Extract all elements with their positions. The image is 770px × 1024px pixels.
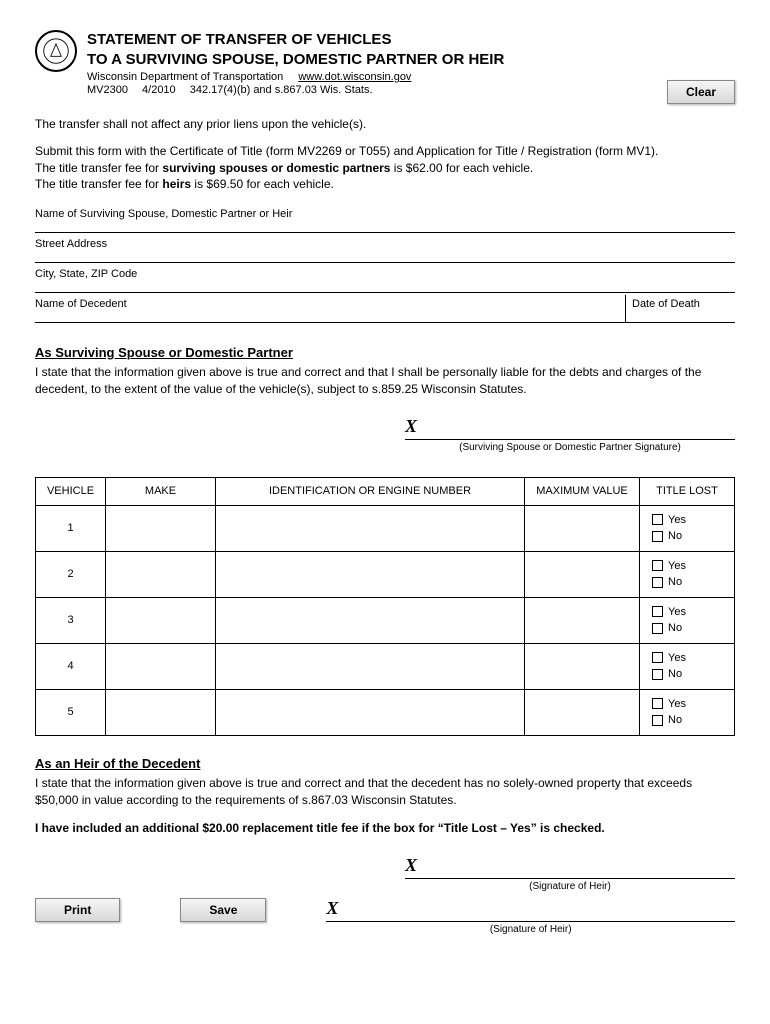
heir-signature-1[interactable]: X (Signature of Heir) [405,855,735,892]
th-vehicle: VEHICLE [36,477,106,505]
header: STATEMENT OF TRANSFER OF VEHICLES TO A S… [35,30,504,96]
field-date-of-death[interactable]: Date of Death [625,295,735,323]
print-button[interactable]: Print [35,898,120,922]
intro-text: The transfer shall not affect any prior … [35,116,735,193]
cell-max[interactable] [525,505,640,551]
vehicle-table: VEHICLE MAKE IDENTIFICATION OR ENGINE NU… [35,477,735,736]
cell-title-lost: YesNo [640,597,735,643]
form-title-1: STATEMENT OF TRANSFER OF VEHICLES [87,30,504,50]
field-street[interactable]: Street Address [35,235,735,263]
intro-p1: The transfer shall not affect any prior … [35,116,735,133]
table-row: 4 YesNo [36,643,735,689]
heir-signature-2[interactable]: X (Signature of Heir) [326,898,735,935]
form-title-2: TO A SURVIVING SPOUSE, DOMESTIC PARTNER … [87,50,504,70]
checkbox-yes[interactable] [652,560,663,571]
state-seal-icon [35,30,77,72]
table-row: 3 YesNo [36,597,735,643]
cell-vehicle-num: 1 [36,505,106,551]
field-decedent[interactable]: Name of Decedent [35,295,625,323]
field-name[interactable]: Name of Surviving Spouse, Domestic Partn… [35,205,735,233]
save-button[interactable]: Save [180,898,266,922]
checkbox-yes[interactable] [652,514,663,525]
bottom-buttons: Print Save X (Signature of Heir) [35,898,735,935]
checkbox-no[interactable] [652,531,663,542]
table-row: 5 YesNo [36,689,735,735]
th-lost: TITLE LOST [640,477,735,505]
checkbox-no[interactable] [652,623,663,634]
clear-button[interactable]: Clear [667,80,735,104]
header-container: STATEMENT OF TRANSFER OF VEHICLES TO A S… [35,30,735,104]
cell-title-lost: YesNo [640,505,735,551]
cell-title-lost: YesNo [640,689,735,735]
field-row-decedent: Name of Decedent Date of Death [35,295,735,325]
spouse-section-title: As Surviving Spouse or Domestic Partner [35,345,735,360]
cell-make[interactable] [106,551,216,597]
table-row: 1 YesNo [36,505,735,551]
cell-vehicle-num: 5 [36,689,106,735]
intro-p2: Submit this form with the Certificate of… [35,143,735,193]
cell-make[interactable] [106,689,216,735]
heir-signature-row-1: X (Signature of Heir) [35,855,735,892]
checkbox-no[interactable] [652,577,663,588]
cell-make[interactable] [106,505,216,551]
field-city[interactable]: City, State, ZIP Code [35,265,735,293]
checkbox-yes[interactable] [652,606,663,617]
spouse-statement: I state that the information given above… [35,364,735,398]
cell-title-lost: YesNo [640,643,735,689]
form-meta: MV2300 4/2010 342.17(4)(b) and s.867.03 … [87,84,504,96]
checkbox-no[interactable] [652,715,663,726]
cell-max[interactable] [525,643,640,689]
table-row: 2 YesNo [36,551,735,597]
cell-title-lost: YesNo [640,551,735,597]
checkbox-yes[interactable] [652,652,663,663]
cell-make[interactable] [106,643,216,689]
checkbox-no[interactable] [652,669,663,680]
dept-name: Wisconsin Department of Transportation [87,71,283,83]
cell-vehicle-num: 4 [36,643,106,689]
th-id: IDENTIFICATION OR ENGINE NUMBER [216,477,525,505]
fields-block: Name of Surviving Spouse, Domestic Partn… [35,205,735,325]
heir-bold-note: I have included an additional $20.00 rep… [35,820,735,837]
cell-vehicle-num: 3 [36,597,106,643]
cell-id[interactable] [216,643,525,689]
cell-id[interactable] [216,551,525,597]
spouse-signature[interactable]: X (Surviving Spouse or Domestic Partner … [405,416,735,453]
cell-make[interactable] [106,597,216,643]
cell-max[interactable] [525,597,640,643]
cell-vehicle-num: 2 [36,551,106,597]
dept-line: Wisconsin Department of Transportation w… [87,71,504,83]
table-header-row: VEHICLE MAKE IDENTIFICATION OR ENGINE NU… [36,477,735,505]
cell-id[interactable] [216,689,525,735]
dept-url[interactable]: www.dot.wisconsin.gov [298,71,411,83]
cell-id[interactable] [216,505,525,551]
header-text: STATEMENT OF TRANSFER OF VEHICLES TO A S… [87,30,504,96]
heir-statement: I state that the information given above… [35,775,735,809]
cell-max[interactable] [525,689,640,735]
cell-max[interactable] [525,551,640,597]
spouse-signature-row: X (Surviving Spouse or Domestic Partner … [35,416,735,453]
th-max: MAXIMUM VALUE [525,477,640,505]
th-make: MAKE [106,477,216,505]
cell-id[interactable] [216,597,525,643]
heir-section-title: As an Heir of the Decedent [35,756,735,771]
checkbox-yes[interactable] [652,698,663,709]
